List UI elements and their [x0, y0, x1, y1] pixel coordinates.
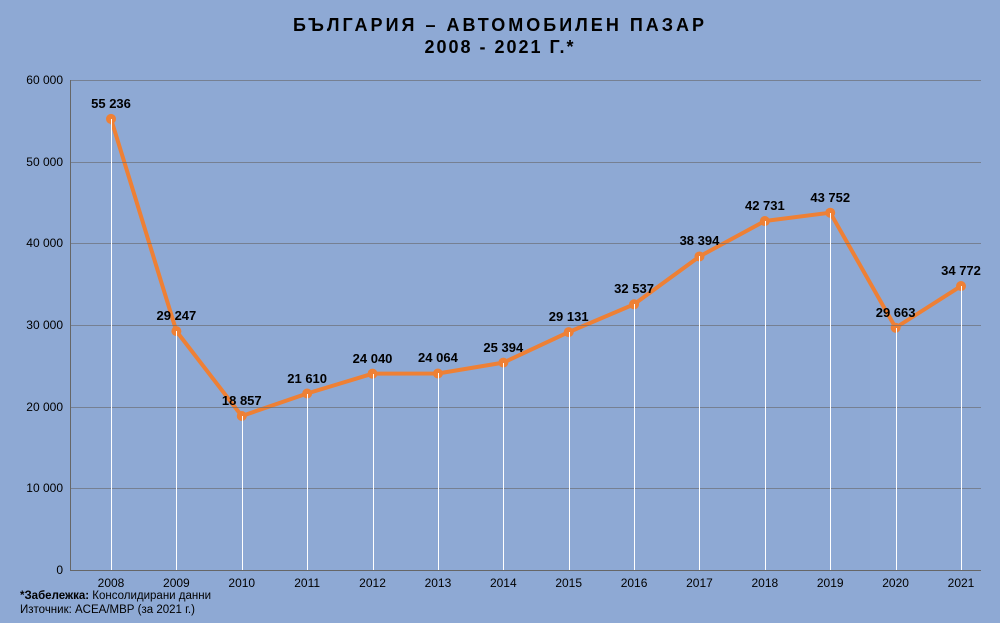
plot-area: 010 00020 00030 00040 00050 00060 000200… — [70, 80, 981, 571]
drop-line — [830, 213, 831, 570]
footnote-source: Източник: ACEA/МВР (за 2021 г.) — [20, 604, 195, 616]
drop-line — [176, 331, 177, 570]
x-tick-label: 2008 — [98, 570, 125, 590]
data-label: 18 857 — [222, 393, 262, 412]
y-tick-label: 10 000 — [26, 481, 71, 495]
x-tick-label: 2017 — [686, 570, 713, 590]
footnote-bold: *Забележка: — [20, 590, 89, 602]
x-tick-label: 2021 — [948, 570, 975, 590]
y-tick-label: 50 000 — [26, 155, 71, 169]
x-tick-label: 2014 — [490, 570, 517, 590]
data-label: 43 752 — [810, 190, 850, 209]
gridline — [71, 162, 981, 163]
drop-line — [307, 394, 308, 570]
x-tick-label: 2010 — [228, 570, 255, 590]
y-tick-label: 60 000 — [26, 73, 71, 87]
data-label: 34 772 — [941, 263, 981, 282]
gridline — [71, 80, 981, 81]
data-label: 29 131 — [549, 309, 589, 328]
chart-title: БЪЛГАРИЯ – АВТОМОБИЛЕН ПАЗАР 2008 - 2021… — [0, 14, 1000, 58]
y-tick-label: 0 — [56, 563, 71, 577]
x-tick-label: 2020 — [882, 570, 909, 590]
data-label: 32 537 — [614, 281, 654, 300]
chart-title-line1: БЪЛГАРИЯ – АВТОМОБИЛЕН ПАЗАР — [0, 14, 1000, 36]
gridline — [71, 407, 981, 408]
drop-line — [896, 328, 897, 570]
data-label: 29 247 — [156, 308, 196, 327]
x-tick-label: 2016 — [621, 570, 648, 590]
data-label: 24 040 — [353, 351, 393, 370]
drop-line — [634, 304, 635, 570]
gridline — [71, 488, 981, 489]
data-label: 24 064 — [418, 350, 458, 369]
drop-line — [765, 221, 766, 570]
gridline — [71, 325, 981, 326]
drop-line — [503, 363, 504, 570]
drop-line — [961, 286, 962, 570]
gridline — [71, 243, 981, 244]
data-label: 42 731 — [745, 198, 785, 217]
chart-title-line2: 2008 - 2021 Г.* — [0, 36, 1000, 58]
y-tick-label: 30 000 — [26, 318, 71, 332]
x-tick-label: 2013 — [425, 570, 452, 590]
drop-line — [699, 256, 700, 570]
data-label: 29 663 — [876, 305, 916, 324]
x-tick-label: 2011 — [294, 570, 320, 590]
data-label: 38 394 — [680, 233, 720, 252]
y-tick-label: 20 000 — [26, 400, 71, 414]
drop-line — [438, 373, 439, 570]
chart-footnote: *Забележка: Консолидирани данни Източник… — [20, 589, 211, 617]
x-tick-label: 2015 — [555, 570, 582, 590]
line-path — [111, 119, 961, 416]
data-label: 55 236 — [91, 96, 131, 115]
footnote-text: Консолидирани данни — [89, 590, 211, 602]
drop-line — [111, 119, 112, 570]
x-tick-label: 2009 — [163, 570, 190, 590]
x-tick-label: 2019 — [817, 570, 844, 590]
data-label: 21 610 — [287, 371, 327, 390]
drop-line — [373, 374, 374, 570]
y-tick-label: 40 000 — [26, 236, 71, 250]
drop-line — [242, 416, 243, 570]
chart-container: БЪЛГАРИЯ – АВТОМОБИЛЕН ПАЗАР 2008 - 2021… — [0, 0, 1000, 623]
data-label: 25 394 — [483, 340, 523, 359]
drop-line — [569, 332, 570, 570]
x-tick-label: 2018 — [751, 570, 778, 590]
x-tick-label: 2012 — [359, 570, 386, 590]
